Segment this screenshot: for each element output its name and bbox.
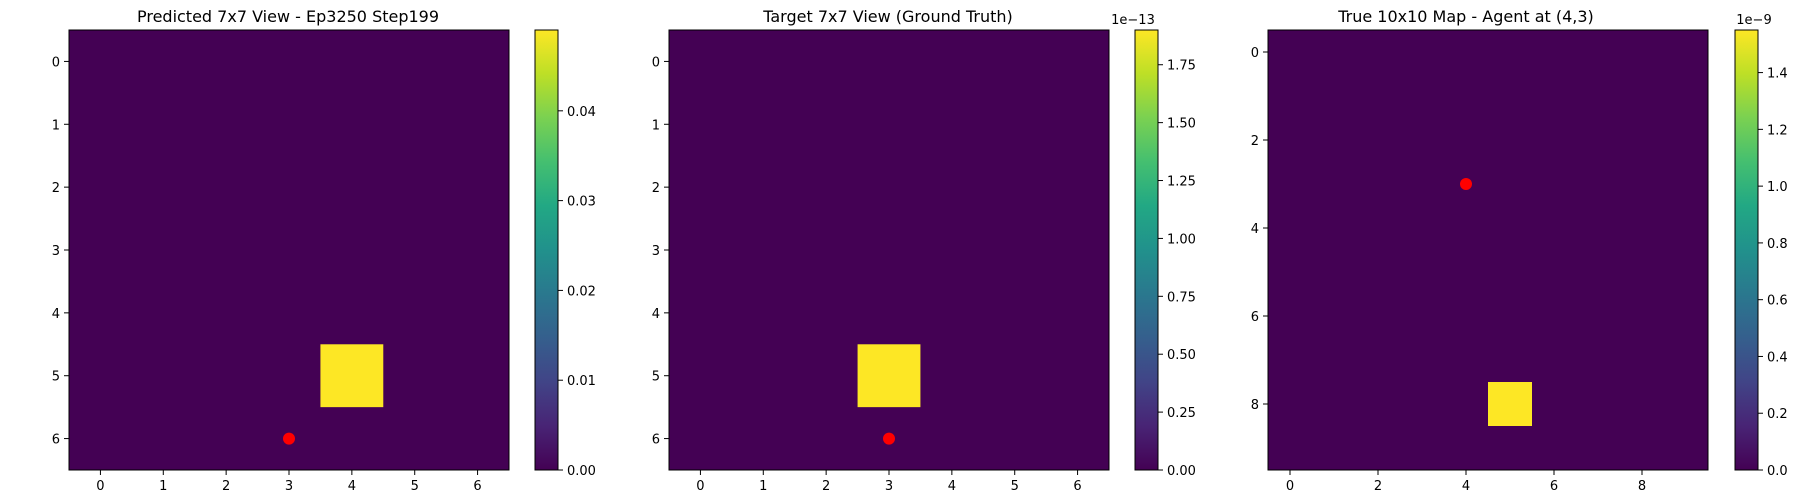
x-tick-label: 0 (96, 479, 104, 494)
colorbar-tick-label: 0.01 (567, 374, 596, 389)
colorbar-tick-label: 1.50 (1167, 117, 1196, 132)
colorbar-tick-label: 0.8 (1767, 237, 1788, 252)
x-tick-label: 4 (348, 479, 356, 494)
colorbar-tick-label: 0.50 (1167, 348, 1196, 363)
colorbar-tick-label: 0.02 (567, 284, 596, 299)
y-tick-label: 6 (652, 433, 660, 448)
colorbar-gradient (535, 30, 558, 470)
x-tick-label: 8 (1638, 479, 1646, 494)
colorbar-tick-label: 0.00 (1167, 464, 1196, 479)
y-tick-label: 4 (52, 307, 60, 322)
x-tick-label: 1 (759, 479, 767, 494)
panel-title: Predicted 7x7 View - Ep3250 Step199 (137, 7, 439, 26)
panel-target: Target 7x7 View (Ground Truth) 0 1 2 3 4 5 6 0 1… (652, 7, 1196, 494)
x-tick-label: 5 (1011, 479, 1019, 494)
heatmap-background (69, 30, 509, 470)
heatmap-cell-hot (320, 344, 384, 408)
y-tick-label: 1 (652, 118, 660, 133)
y-tick-label: 0 (652, 55, 660, 70)
y-tick-label: 2 (1251, 134, 1259, 149)
x-tick-label: 3 (885, 479, 893, 494)
y-tick-label: 4 (652, 307, 660, 322)
x-tick-label: 6 (473, 479, 481, 494)
agent-marker (1460, 178, 1472, 190)
x-tick-label: 0 (696, 479, 704, 494)
x-tick-label: 0 (1286, 479, 1294, 494)
colorbar: 0.00 0.25 0.50 0.75 1.00 1.25 1.50 1.75 (1134, 29, 1196, 479)
colorbar-frame (534, 29, 559, 471)
y-tick-label: 6 (1251, 310, 1259, 325)
colorbar-tick-label: 0.75 (1167, 290, 1196, 305)
colorbar-offset-label: 1e−9 (1736, 13, 1771, 28)
y-tick-label: 3 (52, 244, 60, 259)
y-tick-label: 2 (52, 181, 60, 196)
y-tick-label: 5 (52, 370, 60, 385)
x-tick-label: 6 (1550, 479, 1558, 494)
heatmap: 0 1 2 3 4 5 6 0 1 2 3 4 5 6 (652, 29, 1110, 494)
panel-title: Target 7x7 View (Ground Truth) (762, 7, 1013, 26)
panel-title: True 10x10 Map - Agent at (4,3) (1337, 7, 1594, 26)
colorbar-tick-label: 0.4 (1767, 350, 1788, 365)
colorbar: 0.0 0.2 0.4 0.6 0.8 1.0 1.2 1.4 (1734, 29, 1788, 479)
x-tick-label: 3 (285, 479, 293, 494)
colorbar-tick-label: 1.00 (1167, 232, 1196, 247)
x-tick-label: 5 (411, 479, 419, 494)
colorbar-tick-label: 0.00 (567, 464, 596, 479)
panel-true-map: True 10x10 Map - Agent at (4,3) 0 2 4 6 8 0 2 4… (1251, 7, 1788, 494)
y-tick-label: 2 (652, 181, 660, 196)
y-tick-label: 0 (1251, 46, 1259, 61)
panel-predicted: Predicted 7x7 View - Ep3250 Step199 0 1 2 3… (52, 7, 596, 494)
colorbar-tick-label: 0.0 (1767, 464, 1788, 479)
x-tick-label: 2 (1374, 479, 1382, 494)
colorbar-tick-label: 0.6 (1767, 294, 1788, 309)
colorbar: 0.00 0.01 0.02 0.03 0.04 (534, 29, 596, 479)
colorbar-offset-label: 1e−13 (1111, 13, 1155, 28)
colorbar-tick-label: 1.4 (1767, 67, 1788, 82)
colorbar-tick-label: 1.25 (1167, 175, 1196, 190)
x-tick-label: 4 (948, 479, 956, 494)
y-tick-label: 1 (52, 118, 60, 133)
colorbar-tick-label: 0.2 (1767, 407, 1788, 422)
agent-marker (883, 432, 895, 445)
y-tick-label: 0 (52, 55, 60, 70)
x-tick-label: 1 (159, 479, 167, 494)
colorbar-frame (1134, 29, 1159, 471)
heatmap-cell-hot (857, 344, 921, 408)
axes-frame (1267, 29, 1709, 471)
colorbar-tick-label: 1.75 (1167, 59, 1196, 74)
x-tick-label: 6 (1073, 479, 1081, 494)
colorbar-tick-label: 0.03 (567, 195, 596, 210)
colorbar-tick-label: 0.25 (1167, 406, 1196, 421)
heatmap-cell-hot (1488, 382, 1532, 426)
y-tick-label: 4 (1251, 222, 1259, 237)
colorbar-frame (1734, 29, 1759, 471)
y-tick-label: 6 (52, 433, 60, 448)
y-tick-label: 3 (652, 244, 660, 259)
colorbar-tick-label: 0.04 (567, 105, 596, 120)
x-tick-label: 2 (822, 479, 830, 494)
x-tick-label: 2 (222, 479, 230, 494)
colorbar-tick-label: 1.2 (1767, 123, 1788, 138)
colorbar-tick-label: 1.0 (1767, 180, 1788, 195)
heatmap: 0 2 4 6 8 0 2 4 6 8 (1251, 29, 1709, 494)
y-tick-label: 8 (1251, 398, 1259, 413)
colorbar-gradient (1135, 30, 1158, 470)
agent-marker (283, 432, 295, 445)
heatmap: 0 1 2 3 4 5 6 0 1 2 3 4 5 6 (52, 29, 510, 494)
y-tick-label: 5 (652, 370, 660, 385)
colorbar-gradient (1735, 30, 1758, 470)
x-tick-label: 4 (1462, 479, 1470, 494)
